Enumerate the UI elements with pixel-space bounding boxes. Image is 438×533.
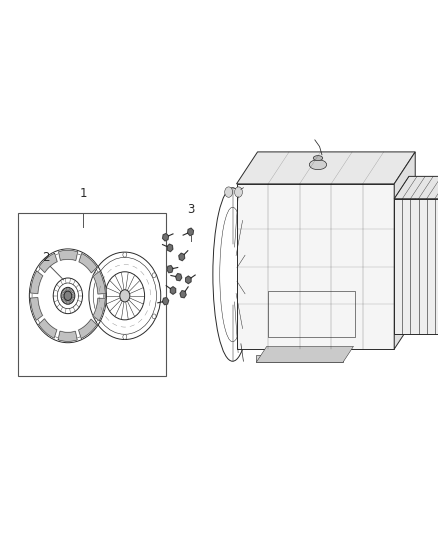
Bar	[18, 213, 166, 376]
Polygon shape	[170, 287, 176, 294]
Bar	[268, 292, 355, 337]
Text: 1: 1	[79, 187, 87, 200]
Polygon shape	[167, 265, 173, 273]
Ellipse shape	[225, 187, 233, 197]
Polygon shape	[31, 271, 43, 294]
Ellipse shape	[234, 187, 242, 197]
Polygon shape	[79, 254, 97, 273]
Polygon shape	[39, 253, 57, 272]
Bar	[256, 355, 343, 362]
Circle shape	[152, 314, 156, 319]
Polygon shape	[31, 297, 42, 320]
Circle shape	[64, 291, 72, 301]
Ellipse shape	[309, 160, 327, 169]
Polygon shape	[162, 297, 169, 305]
Polygon shape	[187, 228, 194, 236]
Polygon shape	[167, 244, 173, 252]
Polygon shape	[180, 290, 186, 298]
Polygon shape	[394, 176, 438, 199]
Circle shape	[152, 273, 156, 278]
Polygon shape	[237, 152, 415, 184]
Text: 3: 3	[187, 203, 194, 216]
Polygon shape	[93, 298, 105, 321]
Circle shape	[94, 273, 98, 278]
Ellipse shape	[313, 156, 323, 160]
Polygon shape	[78, 319, 97, 338]
Polygon shape	[93, 271, 105, 294]
Polygon shape	[162, 233, 169, 241]
Circle shape	[123, 252, 127, 257]
Text: 2: 2	[42, 251, 50, 264]
Polygon shape	[39, 319, 57, 338]
Polygon shape	[186, 276, 191, 284]
Polygon shape	[394, 152, 415, 349]
Circle shape	[123, 335, 127, 340]
Polygon shape	[58, 331, 77, 341]
Bar	[394, 199, 438, 334]
Polygon shape	[59, 251, 78, 261]
Polygon shape	[176, 273, 182, 281]
Circle shape	[120, 290, 130, 302]
Circle shape	[94, 314, 98, 319]
Polygon shape	[179, 253, 185, 261]
Polygon shape	[256, 346, 353, 362]
Circle shape	[61, 287, 75, 304]
Polygon shape	[237, 184, 394, 349]
